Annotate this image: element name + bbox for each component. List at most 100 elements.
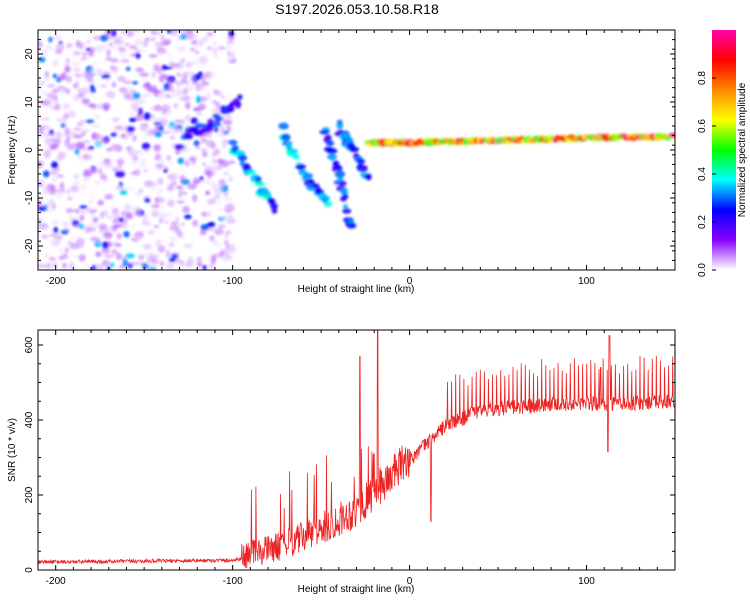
spectrogram-ylabel: Frequency (Hz) [7, 116, 18, 185]
spectrogram-noise-blob [102, 236, 113, 240]
spectrogram-noise-blob [198, 39, 204, 47]
spectrogram-noise-blob [71, 60, 81, 67]
spectrogram-noise-blob [135, 113, 144, 122]
spectrogram-noise-blob [144, 92, 153, 97]
spectrogram-feature-blob [333, 160, 339, 167]
spectrogram-noise-blob [217, 132, 226, 137]
spectrogram-feature-blob [340, 196, 347, 202]
spectrogram-noise-blob [173, 102, 179, 109]
spectrogram-noise-blob [147, 229, 156, 235]
spectrogram-noise-blob [150, 204, 160, 209]
spectrogram-noise-blob [38, 197, 43, 203]
spectrogram-noise-blob [142, 83, 152, 88]
spectrogram-noise-blob [55, 33, 63, 42]
spectrogram-noise-blob [46, 132, 57, 137]
spectrogram-noise-blob [168, 61, 175, 68]
spectrogram-noise-blob [139, 123, 148, 132]
spectrogram-noise-blob [213, 53, 218, 59]
spectrogram-ytick-label: -20 [24, 238, 35, 253]
spectrogram-noise-blob [190, 117, 198, 124]
spectrogram-noise-blob [112, 167, 118, 172]
spectrogram-noise-blob [211, 153, 217, 157]
spectrogram-noise-blob [154, 41, 165, 48]
spectrogram-noise-blob [147, 181, 158, 188]
spectrogram-noise-blob [66, 39, 73, 44]
spectrogram-noise-blob [85, 103, 96, 108]
spectrogram-feature-blob [271, 208, 278, 214]
snr-ytick-label: 0 [24, 567, 35, 573]
spectrogram-noise-blob [197, 83, 205, 91]
spectrogram-noise-blob [207, 46, 212, 51]
spectrogram-noise-blob [114, 242, 122, 248]
spectrogram-noise-blob [120, 133, 126, 139]
spectrogram-noise-blob [62, 262, 67, 269]
spectrogram-noise-blob [177, 157, 185, 165]
spectrogram-ytick-label: 10 [24, 96, 35, 108]
spectrogram-feature-blob [228, 139, 238, 146]
spectrogram-noise-blob [80, 183, 87, 191]
spectrogram-noise-blob [58, 248, 64, 253]
spectrogram-noise-blob [203, 170, 213, 175]
spectrogram-noise-blob [167, 199, 175, 208]
spectrogram-noise-blob [167, 210, 173, 218]
spectrogram-feature-blob [336, 165, 343, 172]
spectrogram-noise-blob [92, 209, 98, 213]
spectrogram-noise-blob [144, 197, 151, 203]
spectrogram-feature-blob [285, 142, 292, 149]
spectrogram-noise-blob [166, 30, 172, 34]
spectrogram-noise-blob [41, 234, 48, 239]
spectrogram-noise-blob [201, 211, 207, 218]
spectrogram-noise-blob [113, 186, 122, 191]
spectrogram-noise-blob [196, 95, 201, 104]
spectrogram-noise-blob [47, 199, 55, 207]
spectrogram-noise-blob [169, 235, 179, 243]
spectrogram-noise-blob [185, 259, 191, 268]
spectrogram-noise-blob [38, 211, 42, 218]
spectrogram-noise-blob [129, 45, 138, 50]
spectrogram-noise-blob [124, 42, 131, 47]
spectrogram-noise-blob [155, 162, 163, 170]
spectrogram-noise-blob [124, 187, 134, 191]
spectrogram-noise-blob [202, 179, 210, 184]
snr-xtick-label: -100 [223, 576, 243, 587]
spectrogram-noise-blob [129, 117, 137, 123]
spectrogram-noise-blob [149, 252, 155, 259]
snr-series-line [38, 330, 675, 569]
spectrogram-noise-blob [165, 250, 170, 258]
spectrogram-noise-blob [87, 198, 94, 205]
spectrogram-noise-blob [50, 143, 59, 149]
spectrogram-noise-blob [82, 103, 89, 107]
spectrogram-noise-blob [39, 225, 48, 230]
spectrogram-noise-blob [139, 72, 150, 78]
spectrogram-noise-blob [82, 139, 91, 144]
spectrogram-noise-blob [102, 90, 107, 99]
spectrogram-noise-blob [217, 224, 226, 230]
spectrogram-noise-blob [173, 30, 180, 37]
spectrogram-noise-blob [170, 221, 179, 226]
spectrogram-noise-blob [132, 206, 142, 214]
spectrogram-noise-blob [65, 75, 72, 83]
colorbar-tick-label: 0.0 [697, 263, 708, 277]
spectrogram-noise-blob [158, 125, 164, 132]
spectrogram-noise-blob [147, 264, 158, 269]
spectrogram-noise-blob [42, 136, 51, 145]
spectrogram-noise-blob [169, 183, 175, 190]
spectrogram-noise-blob [137, 97, 143, 106]
spectrogram-noise-blob [110, 45, 119, 51]
spectrogram-noise-blob [62, 71, 67, 78]
spectrogram-noise-blob [126, 126, 136, 132]
spectrogram-noise-blob [72, 223, 80, 229]
spectrogram-noise-blob [89, 84, 95, 89]
spectrogram-noise-blob [79, 72, 87, 79]
spectrogram-feature-blob [303, 173, 313, 179]
spectrogram-noise-blob [119, 51, 125, 57]
spectrogram-noise-blob [79, 214, 85, 222]
spectrogram-noise-blob [138, 254, 145, 261]
spectrogram-noise-blob [99, 58, 109, 64]
spectrogram-noise-blob [69, 214, 74, 222]
spectrogram-noise-blob [135, 67, 144, 73]
spectrogram-noise-blob [88, 91, 93, 98]
spectrogram-noise-blob [131, 81, 139, 85]
spectrogram-noise-blob [156, 66, 163, 75]
